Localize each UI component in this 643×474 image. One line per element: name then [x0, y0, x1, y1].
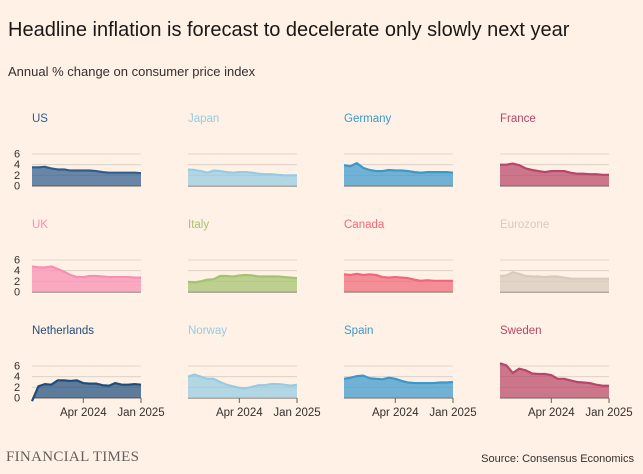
panel-title-norway: Norway [188, 325, 227, 337]
line-germany [343, 161, 454, 174]
area-netherlands [32, 380, 141, 402]
line-italy [187, 273, 298, 284]
y-tick-label: 0 [14, 287, 20, 299]
line-uk [31, 265, 141, 279]
ft-logo: FINANCIAL TIMES [6, 449, 140, 465]
line-norway [187, 373, 298, 390]
panel-title-germany: Germany [344, 113, 392, 125]
panel-title-sweden: Sweden [500, 325, 542, 337]
y-tick-label: 4 [14, 371, 20, 383]
area-germany [344, 163, 453, 186]
y-tick-label: 6 [14, 255, 20, 267]
y-tick-label: 2 [14, 276, 20, 288]
x-tick-label: Apr 2024 [216, 407, 263, 419]
y-tick-label: 0 [14, 393, 20, 405]
panel-title-japan: Japan [188, 113, 219, 125]
x-tick-label: Apr 2024 [60, 407, 107, 419]
line-canada [343, 272, 453, 282]
y-tick-label: 2 [14, 382, 20, 394]
area-canada [344, 273, 453, 292]
panel-title-us: US [32, 113, 48, 125]
x-tick-label: Jan 2025 [273, 407, 320, 419]
x-tick-label: Apr 2024 [528, 407, 575, 419]
line-us [32, 165, 142, 175]
line-sweden [499, 362, 609, 387]
line-france [500, 162, 609, 176]
x-tick-label: Jan 2025 [585, 407, 632, 419]
area-us [32, 166, 141, 186]
area-uk [32, 266, 141, 292]
line-eurozone [499, 271, 609, 280]
x-tick-label: Jan 2025 [429, 407, 476, 419]
y-tick-label: 6 [14, 149, 20, 161]
area-sweden [500, 363, 609, 398]
x-tick-label: Apr 2024 [372, 407, 419, 419]
line-japan [187, 168, 297, 177]
y-tick-label: 0 [14, 181, 20, 193]
panel-title-netherlands: Netherlands [32, 325, 94, 337]
panel-title-eurozone: Eurozone [500, 219, 549, 231]
area-spain [344, 375, 453, 398]
chart-subtitle: Annual % change on consumer price index [8, 64, 256, 79]
panel-title-uk: UK [32, 219, 48, 231]
area-eurozone [500, 272, 609, 292]
x-tick-label: Jan 2025 [117, 407, 164, 419]
y-tick-label: 4 [14, 159, 20, 171]
line-spain [343, 374, 454, 385]
y-tick-label: 4 [14, 265, 20, 277]
y-tick-label: 2 [14, 170, 20, 182]
source-note: Source: Consensus Economics [481, 453, 634, 465]
area-japan [188, 169, 297, 186]
panel-title-italy: Italy [188, 219, 209, 231]
panel-title-canada: Canada [344, 219, 385, 231]
chart-title: Headline inflation is forecast to decele… [8, 19, 570, 41]
line-netherlands [30, 379, 142, 402]
panel-title-spain: Spain [344, 325, 373, 337]
y-tick-label: 6 [14, 361, 20, 373]
panel-title-france: France [500, 113, 536, 125]
